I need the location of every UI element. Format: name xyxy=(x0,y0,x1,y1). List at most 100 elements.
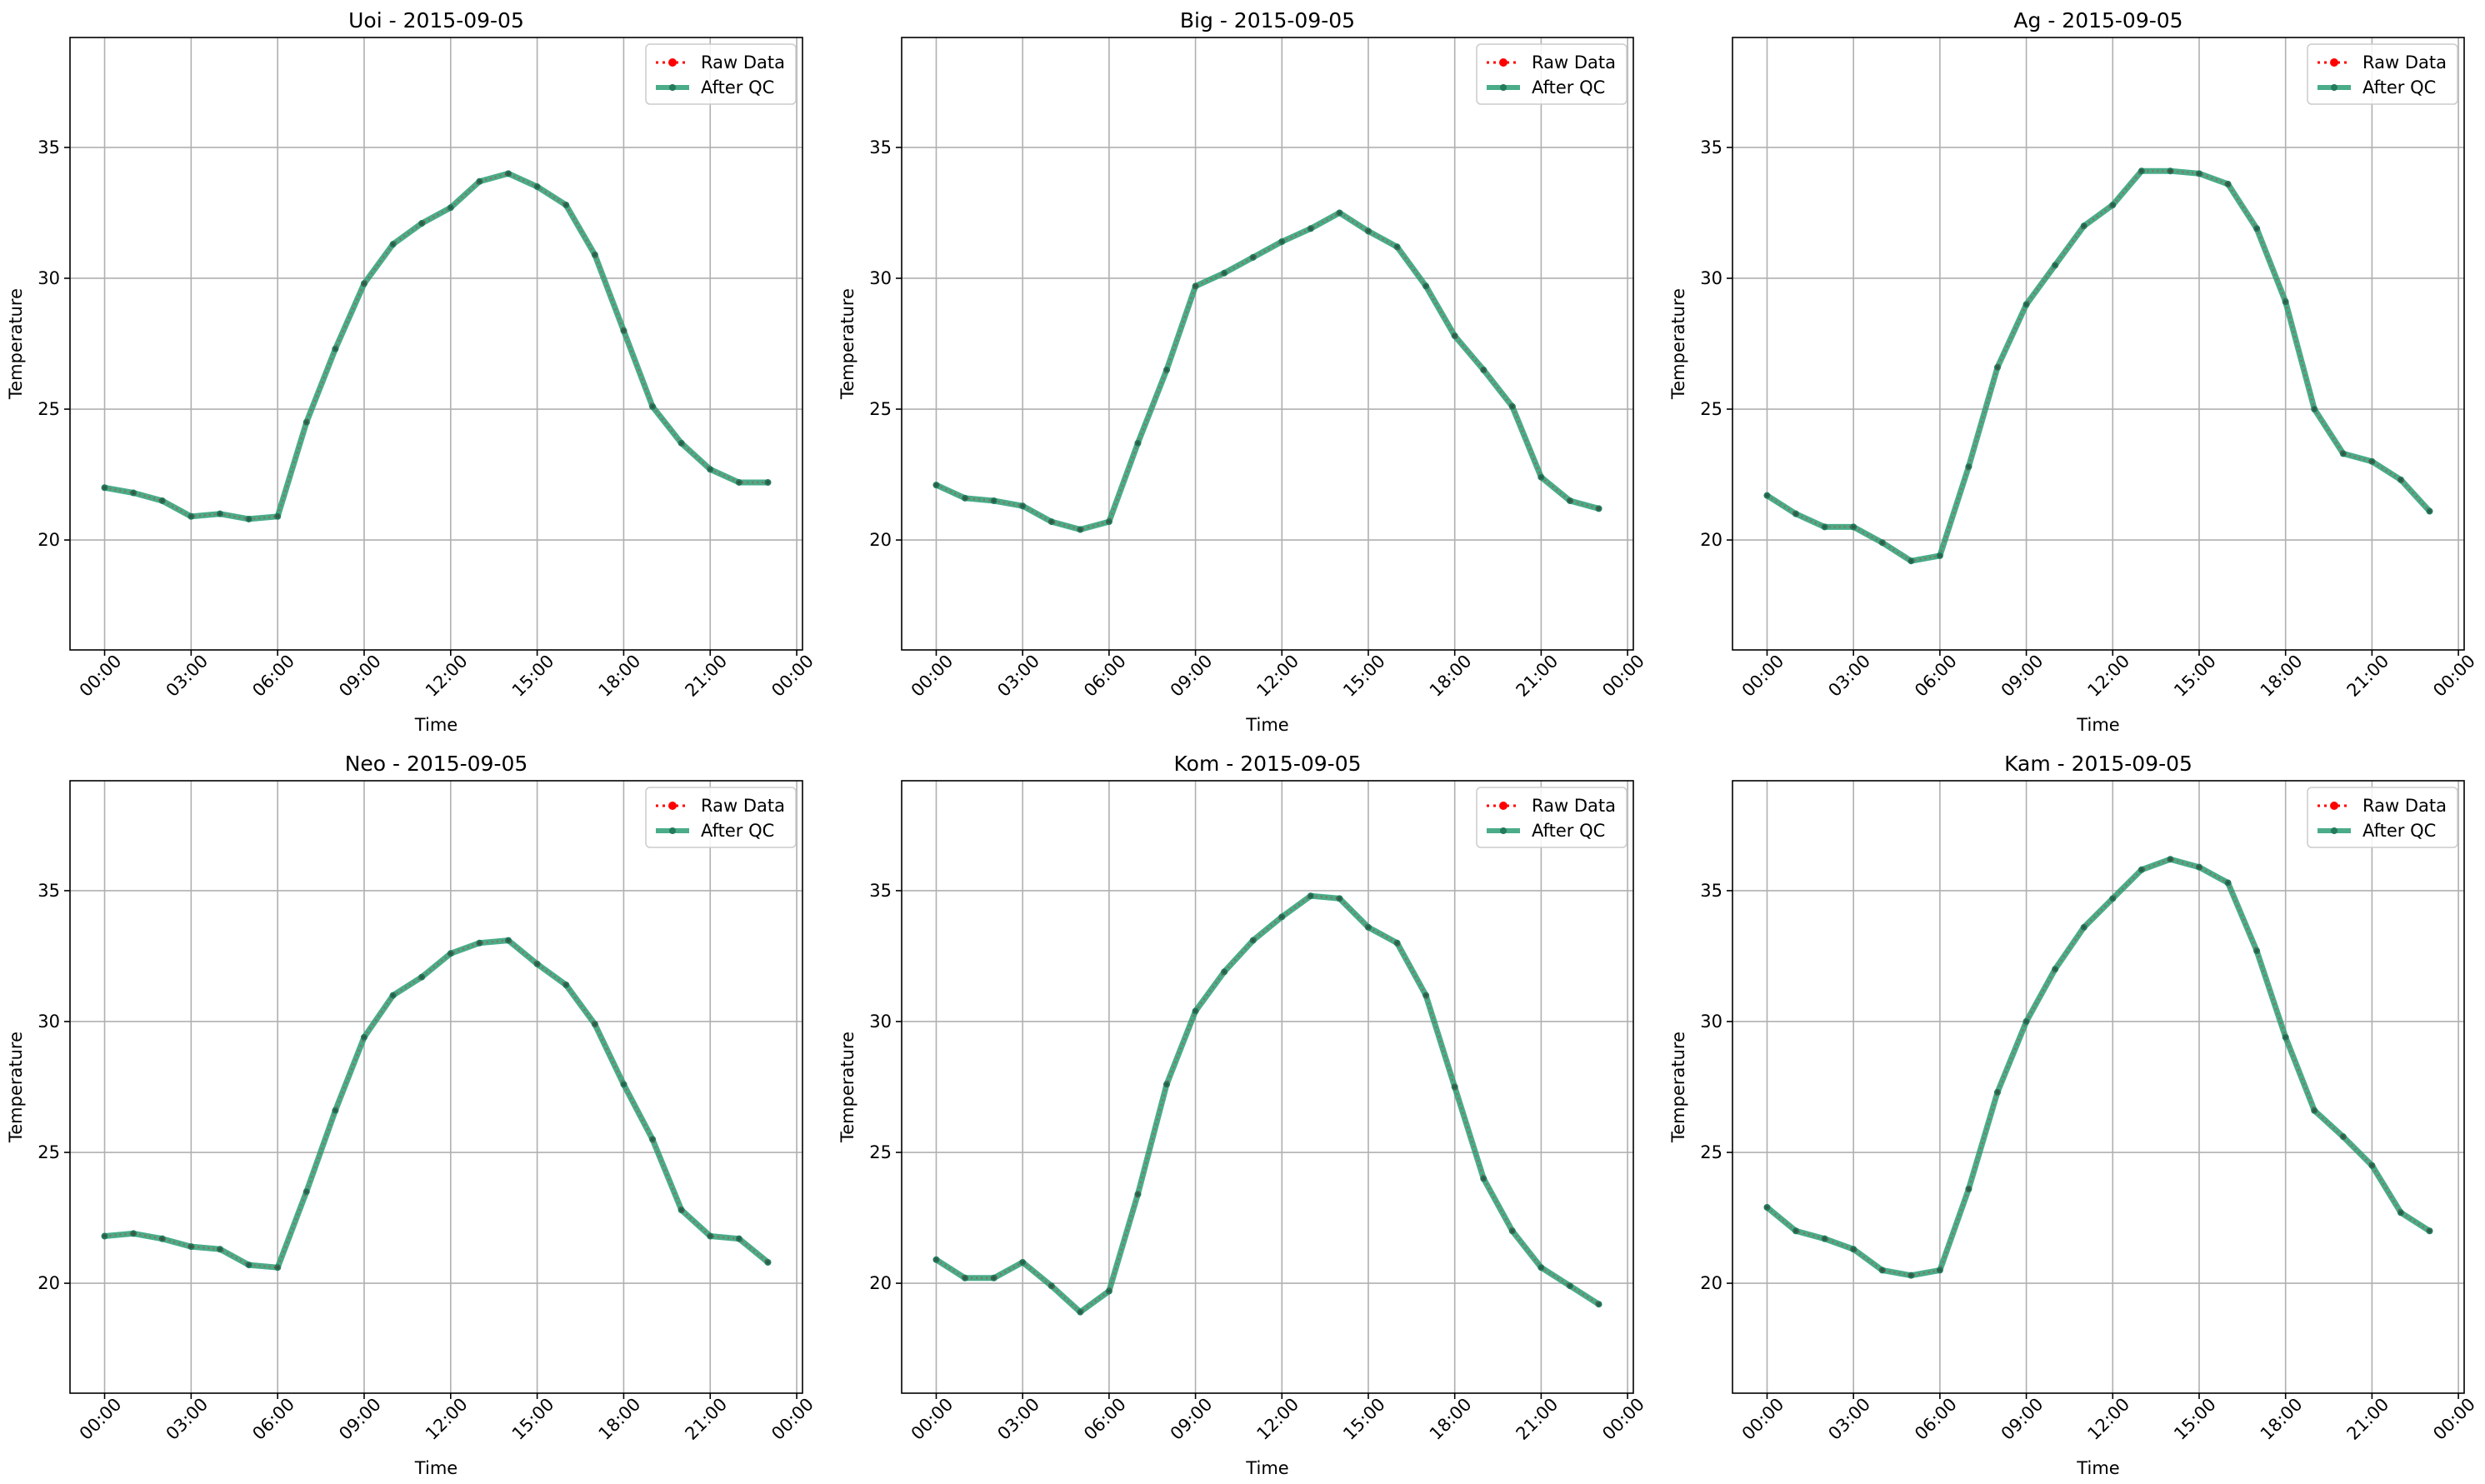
x-axis-label: Time xyxy=(414,1458,458,1478)
raw-data-point xyxy=(2255,227,2259,231)
raw-data-point xyxy=(708,467,712,472)
raw-data-point xyxy=(1165,1082,1169,1087)
raw-data-point xyxy=(1222,271,1227,275)
x-tick-label: 00:00 xyxy=(908,1394,958,1444)
raw-data-point xyxy=(2111,203,2115,207)
raw-data-point xyxy=(1452,1085,1457,1089)
legend-after-qc-marker xyxy=(1500,84,1507,91)
raw-data-point xyxy=(963,1276,968,1280)
x-tick-label: 15:00 xyxy=(508,651,558,701)
raw-data-point xyxy=(2428,509,2432,513)
x-tick-label: 06:00 xyxy=(1911,1394,1961,1444)
x-tick-label: 06:00 xyxy=(248,651,298,701)
subplot-2: 00:00 03:00 06:00 09:00 12:00 15:00 18:00 21:00… xyxy=(838,8,1648,735)
raw-data-point xyxy=(276,514,280,518)
legend-after-qc-marker xyxy=(2331,827,2338,834)
series-line-raw-data xyxy=(1766,170,2431,562)
series-line-after-qc xyxy=(1765,167,2432,564)
raw-data-point xyxy=(934,1257,938,1262)
subplot-title: Kam - 2015-09-05 xyxy=(2004,752,2192,776)
raw-data-point xyxy=(2197,865,2201,869)
raw-data-point xyxy=(1136,1192,1140,1197)
raw-data-point xyxy=(1280,915,1284,919)
raw-data-point xyxy=(1996,365,2000,369)
x-tick-label: 00:00 xyxy=(2429,651,2479,701)
raw-data-point xyxy=(391,242,395,247)
raw-data-point xyxy=(448,206,452,210)
legend-after-qc-marker xyxy=(1500,827,1507,834)
legend-after-qc-label: After QC xyxy=(1532,821,1605,841)
raw-data-point xyxy=(737,480,741,484)
raw-data-point xyxy=(420,975,424,979)
subplot-title: Big - 2015-09-05 xyxy=(1180,8,1355,32)
x-tick-label: 03:00 xyxy=(993,1394,1043,1444)
raw-data-point xyxy=(333,347,338,351)
raw-data-point xyxy=(1938,1268,1942,1272)
raw-data-point xyxy=(1597,507,1601,511)
subplot-title: Kom - 2015-09-05 xyxy=(1174,752,1362,776)
y-tick-label: 30 xyxy=(38,268,60,288)
legend-after-qc-marker xyxy=(2331,84,2338,91)
axes-frame xyxy=(1732,780,2465,1394)
raw-data-point xyxy=(304,1190,308,1194)
raw-data-point xyxy=(1510,404,1514,408)
x-tick-label: 09:00 xyxy=(1998,1394,2048,1444)
raw-data-point xyxy=(1822,1237,1827,1241)
raw-data-point xyxy=(1909,1273,1913,1277)
x-tick-label: 21:00 xyxy=(2343,1394,2393,1444)
raw-data-point xyxy=(2428,1229,2432,1233)
x-tick-label: 00:00 xyxy=(1738,1394,1788,1444)
raw-data-point xyxy=(1049,1284,1053,1288)
x-tick-label: 06:00 xyxy=(1080,651,1130,701)
raw-data-point xyxy=(1049,520,1053,524)
raw-data-point xyxy=(1424,993,1428,997)
raw-data-point xyxy=(1597,1302,1601,1307)
raw-data-point xyxy=(992,1276,996,1280)
raw-data-point xyxy=(478,941,482,945)
x-tick-label: 18:00 xyxy=(1426,651,1476,701)
raw-data-point xyxy=(1308,894,1312,898)
raw-data-point xyxy=(2168,169,2172,173)
raw-data-point xyxy=(2341,1135,2345,1139)
raw-data-point xyxy=(1251,938,1255,942)
y-tick-label: 35 xyxy=(38,881,60,901)
x-tick-label: 00:00 xyxy=(76,651,126,701)
subplot-6: 00:00 03:00 06:00 09:00 12:00 15:00 18:00 21:00… xyxy=(1668,752,2479,1478)
x-tick-label: 00:00 xyxy=(768,1394,818,1444)
y-tick-label: 25 xyxy=(1700,399,1722,419)
x-tick-label: 06:00 xyxy=(248,1394,298,1444)
x-tick-label: 15:00 xyxy=(508,1394,558,1444)
raw-data-point xyxy=(1107,1289,1111,1293)
raw-data-point xyxy=(651,1137,655,1142)
raw-data-point xyxy=(1136,441,1140,445)
raw-data-point xyxy=(1765,1205,1769,1209)
raw-data-point xyxy=(276,1266,280,1270)
raw-data-point xyxy=(535,185,539,189)
series-line-raw-data xyxy=(104,172,768,521)
y-axis-label: Temperature xyxy=(838,288,858,400)
axes-frame xyxy=(69,37,803,651)
raw-data-point xyxy=(1107,520,1111,524)
raw-data-point xyxy=(592,1022,597,1027)
raw-data-point xyxy=(2082,224,2086,228)
subplot-4: 00:00 03:00 06:00 09:00 12:00 15:00 18:00 21:00… xyxy=(6,752,818,1478)
raw-data-point xyxy=(1822,525,1827,529)
y-tick-label: 25 xyxy=(869,1142,892,1162)
y-tick-label: 25 xyxy=(1700,1142,1722,1162)
raw-data-point xyxy=(102,486,107,490)
raw-data-point xyxy=(1021,1260,1025,1264)
raw-data-point xyxy=(1482,1177,1486,1181)
x-tick-label: 09:00 xyxy=(1167,651,1217,701)
x-tick-label: 15:00 xyxy=(2170,651,2220,701)
raw-data-point xyxy=(564,203,568,207)
raw-data-point xyxy=(1366,229,1370,233)
raw-data-point xyxy=(1996,1090,2000,1094)
raw-data-point xyxy=(1938,553,1942,557)
x-axis-label: Time xyxy=(414,715,458,735)
raw-data-point xyxy=(1395,941,1399,945)
x-tick-label: 18:00 xyxy=(2257,651,2307,701)
x-axis-label: Time xyxy=(1245,1458,1288,1478)
series-line-raw-data xyxy=(1766,858,2431,1277)
y-tick-label: 20 xyxy=(869,1273,892,1293)
raw-data-point xyxy=(1765,493,1769,497)
